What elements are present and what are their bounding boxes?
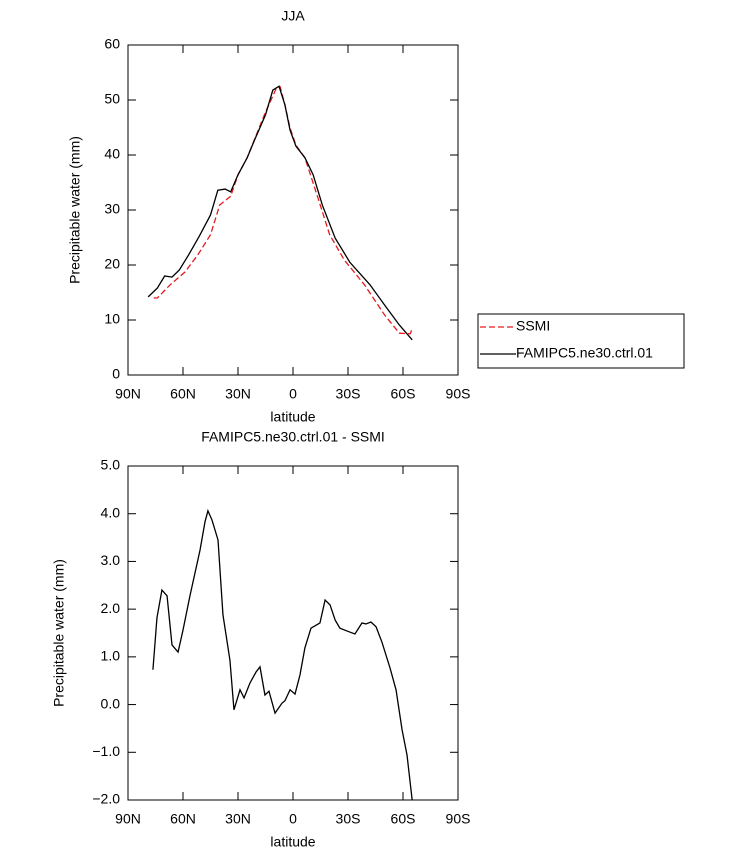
legend-label: FAMIPC5.ne30.ctrl.01: [516, 345, 653, 361]
y-tick-label: 4.0: [101, 504, 121, 520]
x-tick-label: 60S: [391, 386, 416, 402]
y-tick-label: −1.0: [92, 743, 120, 759]
plot-frame: [127, 465, 459, 801]
data-line: [147, 85, 413, 341]
y-tick-label: 0.0: [101, 695, 121, 711]
y-tick-label: 1.0: [101, 648, 121, 664]
y-axis-label: Precipitable water (mm): [51, 559, 67, 707]
y-tick-label: 40: [104, 146, 120, 162]
x-tick-label: 30S: [336, 386, 361, 402]
data-line: [153, 85, 413, 335]
y-tick-label: 30: [104, 201, 120, 217]
plot-frame: [127, 44, 459, 376]
x-tick-label: 30S: [336, 811, 361, 827]
y-tick-label: 50: [104, 91, 120, 107]
y-tick-label: −2.0: [92, 791, 120, 807]
legend-box: [477, 313, 685, 369]
x-tick-label: 60N: [170, 811, 196, 827]
x-tick-label: 60N: [170, 386, 196, 402]
y-tick-label: 3.0: [101, 552, 121, 568]
x-tick-label: 0: [289, 811, 297, 827]
x-axis-label: latitude: [270, 834, 315, 850]
y-axis-label: Precipitable water (mm): [67, 136, 83, 284]
chart-title: JJA: [281, 8, 305, 24]
x-tick-label: 90S: [446, 811, 471, 827]
x-axis-label: latitude: [270, 409, 315, 425]
chart-title: FAMIPC5.ne30.ctrl.01 - SSMI: [201, 429, 385, 445]
x-tick-label: 90N: [115, 811, 141, 827]
y-tick-label: 2.0: [101, 600, 121, 616]
x-tick-label: 90N: [115, 386, 141, 402]
legend-label: SSMI: [516, 318, 550, 334]
y-tick-label: 20: [104, 256, 120, 272]
x-tick-label: 30N: [225, 811, 251, 827]
data-line: [152, 508, 413, 801]
y-tick-label: 5.0: [101, 457, 121, 473]
x-tick-label: 0: [289, 386, 297, 402]
x-tick-label: 90S: [446, 386, 471, 402]
y-tick-label: 0: [112, 366, 120, 382]
y-tick-label: 60: [104, 36, 120, 52]
y-tick-label: 10: [104, 311, 120, 327]
x-tick-label: 60S: [391, 811, 416, 827]
x-tick-label: 30N: [225, 386, 251, 402]
